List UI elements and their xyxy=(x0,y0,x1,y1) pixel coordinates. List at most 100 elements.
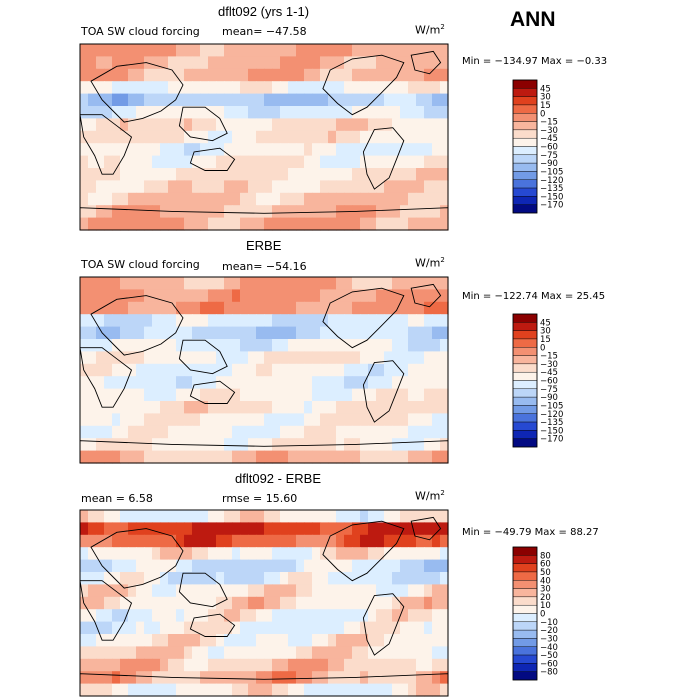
map-cell xyxy=(216,547,225,561)
map-cell xyxy=(96,609,105,623)
map-cell xyxy=(416,289,425,303)
map-cell xyxy=(80,584,89,598)
map-cell xyxy=(320,143,329,157)
map-cell xyxy=(272,510,281,523)
map-cell xyxy=(264,363,273,377)
map-cell xyxy=(400,81,409,95)
map-cell xyxy=(96,646,105,660)
map-cell xyxy=(360,289,369,303)
map-cell xyxy=(320,155,329,169)
map-cell xyxy=(368,425,377,439)
map-cell xyxy=(80,646,89,660)
map-cell xyxy=(328,413,337,427)
map-cell xyxy=(360,339,369,352)
map-cell xyxy=(272,438,281,452)
map-cell xyxy=(112,44,121,57)
map-cell xyxy=(272,450,281,464)
map-cell xyxy=(336,143,345,157)
panel3-units: W/m2 xyxy=(415,489,445,503)
map-cell xyxy=(432,534,441,548)
map-cell xyxy=(80,118,89,132)
map-cell xyxy=(224,289,233,303)
map-cell xyxy=(80,388,89,402)
colorbar-swatch xyxy=(512,113,538,122)
map-cell xyxy=(224,180,233,194)
map-cell xyxy=(176,180,185,194)
map-cell xyxy=(88,106,97,119)
map-cell xyxy=(248,339,257,352)
map-cell xyxy=(192,326,201,340)
map-cell xyxy=(256,155,265,169)
colorbar-swatch xyxy=(512,596,538,606)
map-cell xyxy=(168,376,177,390)
map-cell xyxy=(240,596,249,610)
map-cell xyxy=(184,130,193,144)
map-cell xyxy=(408,438,417,452)
map-cell xyxy=(152,438,161,452)
map-cell xyxy=(296,363,305,377)
map-cell xyxy=(128,658,137,672)
map-cell xyxy=(176,301,185,315)
map-cell xyxy=(400,143,409,157)
map-cell xyxy=(408,351,417,365)
map-cell xyxy=(104,314,113,328)
map-cell xyxy=(88,559,97,573)
map-cell xyxy=(280,376,289,390)
map-cell xyxy=(360,180,369,194)
map-cell xyxy=(328,534,337,548)
map-cell xyxy=(176,450,185,464)
map-cell xyxy=(120,277,129,290)
map-cell xyxy=(168,289,177,303)
map-cell xyxy=(248,118,257,132)
map-cell xyxy=(80,192,89,206)
map-cell xyxy=(232,168,241,181)
map-cell xyxy=(152,522,161,536)
map-cell xyxy=(128,326,137,340)
map-cell xyxy=(336,118,345,132)
map-cell xyxy=(368,559,377,573)
map-cell xyxy=(400,522,409,536)
map-cell xyxy=(408,413,417,427)
map-cell xyxy=(88,547,97,561)
map-cell xyxy=(432,522,441,536)
map-cell xyxy=(376,277,385,290)
map-cell xyxy=(384,450,393,464)
map-cell xyxy=(144,596,153,610)
map-cell xyxy=(128,413,137,427)
map-cell xyxy=(136,143,145,157)
map-cell xyxy=(344,572,353,585)
map-cell xyxy=(416,130,425,144)
map-cell xyxy=(96,534,105,548)
map-cell xyxy=(392,621,401,635)
map-cell xyxy=(200,401,209,414)
map-cell xyxy=(136,168,145,181)
map-cell xyxy=(216,671,225,685)
map-cell xyxy=(344,401,353,414)
coastline xyxy=(79,347,133,408)
map-cell xyxy=(96,572,105,585)
map-cell xyxy=(120,671,129,685)
map-cell xyxy=(440,351,449,365)
map-cell xyxy=(232,450,241,464)
map-cell xyxy=(80,56,89,70)
map-cell xyxy=(88,56,97,70)
map-cell xyxy=(232,339,241,352)
map-cell xyxy=(304,584,313,598)
map-cell xyxy=(128,634,137,647)
colorbar-frame xyxy=(512,313,538,448)
map-cell xyxy=(104,388,113,402)
map-cell xyxy=(360,522,369,536)
map-cell xyxy=(432,155,441,169)
map-cell xyxy=(344,363,353,377)
map-cell xyxy=(192,143,201,157)
map-cell xyxy=(120,130,129,144)
map-cell xyxy=(440,44,449,57)
map-cell xyxy=(432,559,441,573)
map-cell xyxy=(376,168,385,181)
map-cell xyxy=(288,450,297,464)
map-cell xyxy=(80,44,89,57)
map-cell xyxy=(88,646,97,660)
map-cell xyxy=(216,205,225,219)
map-cell xyxy=(304,609,313,623)
colorbar-tick-label: −60 xyxy=(540,377,558,387)
